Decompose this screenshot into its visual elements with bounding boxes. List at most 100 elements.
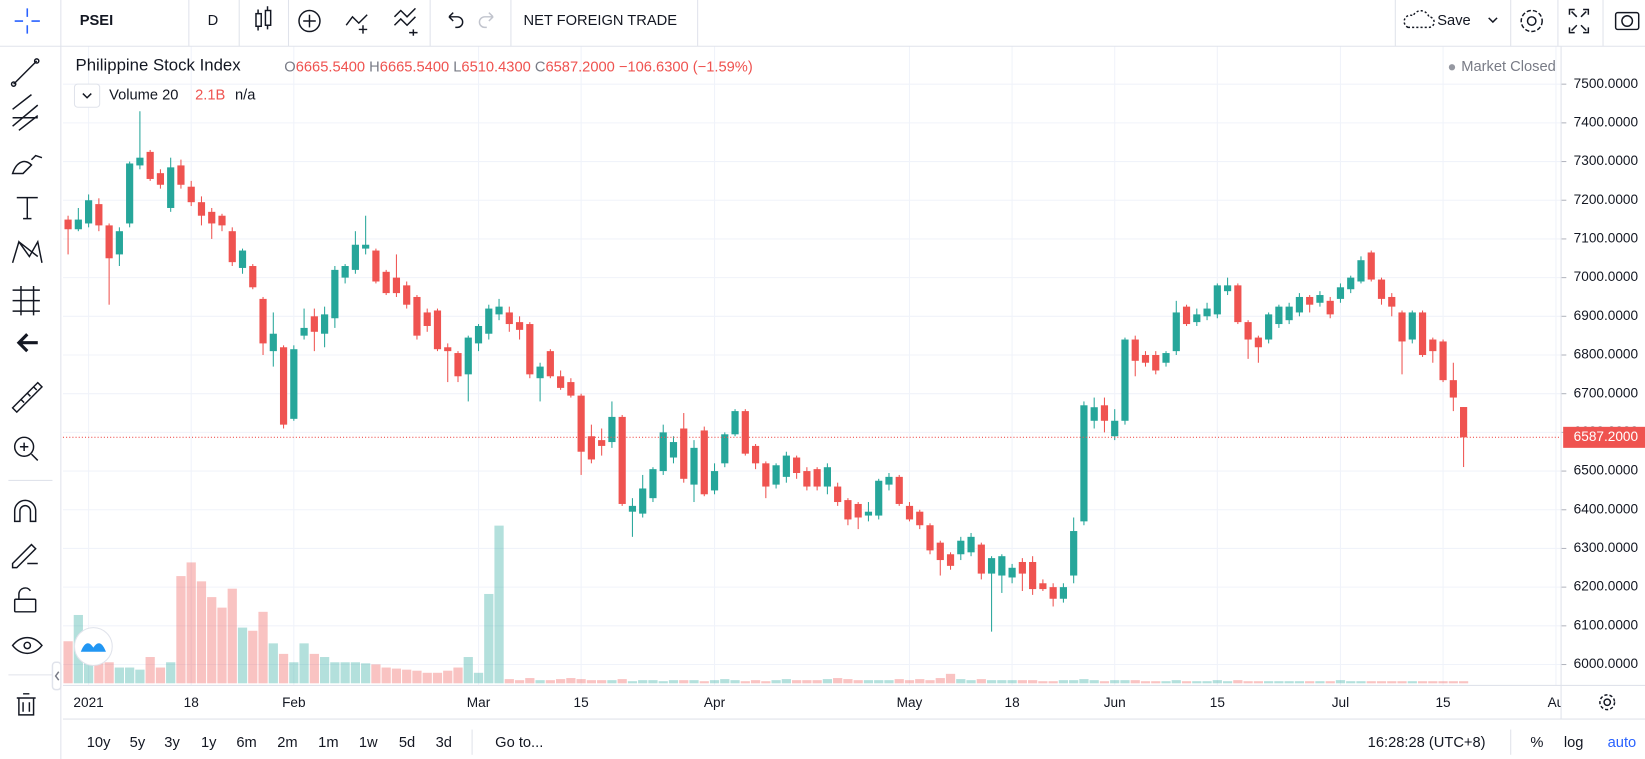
range-button[interactable]: 1y: [201, 735, 217, 751]
save-button[interactable]: Save: [1403, 10, 1498, 29]
volume-bar: [566, 678, 576, 684]
range-button[interactable]: 5y: [130, 735, 146, 751]
volume-bar: [217, 607, 227, 684]
candle-body: [300, 327, 308, 336]
range-button[interactable]: 6m: [236, 735, 256, 751]
candle-body: [1316, 295, 1324, 303]
range-button[interactable]: 3d: [436, 735, 452, 751]
candle-body: [1141, 355, 1150, 363]
volume-bar: [1458, 681, 1469, 684]
brush-tool[interactable]: [11, 154, 43, 175]
goto[interactable]: Go to...: [495, 735, 543, 751]
candle-body: [998, 556, 1006, 576]
volume-bar: [750, 680, 761, 684]
prediction-tool[interactable]: [12, 285, 40, 316]
volume-bar: [617, 679, 627, 684]
log-toggle[interactable]: log: [1564, 735, 1584, 751]
undo[interactable]: [448, 12, 464, 29]
candle-body: [577, 395, 585, 452]
candle-body: [474, 325, 483, 344]
templates-button[interactable]: [393, 7, 418, 36]
x-tick-label: 15: [574, 695, 590, 710]
range-button[interactable]: 3y: [164, 735, 180, 751]
chart-type-button[interactable]: [255, 6, 272, 31]
volume-bar: [874, 680, 884, 684]
volume-bar: [412, 670, 422, 684]
measure-tool[interactable]: [11, 381, 44, 414]
market-status: Market Closed: [1461, 59, 1556, 75]
add-indicator[interactable]: [298, 9, 321, 33]
volume-bar: [371, 664, 381, 684]
candle-body: [85, 200, 93, 224]
range-button[interactable]: 1m: [318, 735, 338, 751]
y-tick-label: 6100.0000: [1574, 617, 1639, 632]
volume-bar: [638, 680, 648, 684]
logo[interactable]: [73, 627, 113, 666]
range-button[interactable]: 10y: [87, 735, 111, 751]
candle-body: [208, 211, 216, 224]
screenshot[interactable]: [1614, 11, 1640, 31]
volume-bar: [443, 670, 453, 684]
range-button[interactable]: 5d: [399, 735, 415, 751]
fullscreen[interactable]: [1568, 8, 1590, 34]
text-tool[interactable]: [16, 196, 38, 220]
volume-toggle[interactable]: [73, 83, 101, 108]
volume-bar: [576, 679, 586, 684]
auto-toggle[interactable]: auto: [1608, 735, 1637, 751]
visibility-tool[interactable]: [11, 636, 43, 655]
candle-body: [146, 151, 154, 179]
y-tick-label: 6400.0000: [1574, 501, 1639, 516]
compare-button[interactable]: [345, 14, 368, 34]
volume-bar: [822, 679, 833, 684]
percent-toggle[interactable]: %: [1530, 735, 1543, 751]
delete-tool[interactable]: [16, 693, 36, 716]
trend-line-tool[interactable]: [10, 58, 40, 87]
volume-bar: [1305, 681, 1315, 684]
volume-bar: [1202, 681, 1212, 684]
zoom-tool[interactable]: [13, 436, 39, 461]
volume-bar: [381, 667, 391, 684]
left-toolbar: [8, 58, 62, 716]
volume-bar: [648, 680, 658, 684]
candle-body: [1080, 405, 1088, 522]
lock-tool[interactable]: [13, 587, 37, 613]
candle-body: [649, 469, 657, 499]
volume-bar: [319, 657, 330, 684]
candle-body: [1213, 285, 1221, 315]
volume-bar: [1315, 681, 1325, 684]
interval[interactable]: D: [208, 13, 219, 29]
candle-body: [1070, 531, 1078, 576]
x-tick-label: Apr: [704, 695, 726, 710]
symbol[interactable]: PSEI: [80, 13, 113, 29]
x-tick-label: 2021: [73, 695, 103, 710]
volume-bar: [597, 680, 607, 684]
crosshair-tool[interactable]: [14, 8, 40, 34]
axis-settings[interactable]: [1599, 694, 1616, 711]
y-tick-label: 6700.0000: [1574, 385, 1639, 400]
range-button[interactable]: 2m: [277, 735, 297, 751]
candle-body: [310, 316, 318, 332]
fib-tool[interactable]: [12, 94, 39, 131]
save-label[interactable]: Save: [1437, 13, 1470, 29]
volume-bar: [1294, 681, 1305, 684]
magnet-tool[interactable]: [13, 499, 37, 523]
volume-title: Volume 20: [109, 88, 178, 104]
pattern-tool[interactable]: [11, 239, 43, 264]
settings[interactable]: [1520, 9, 1543, 33]
status-dot: [1448, 64, 1456, 71]
collapse-toolbar[interactable]: [51, 661, 62, 691]
chart-title: Philippine Stock Index: [76, 56, 242, 75]
candle-body: [218, 215, 226, 226]
stay-drawing-tool[interactable]: [11, 543, 38, 569]
volume-bar: [309, 653, 319, 684]
volume-bar: [740, 681, 750, 684]
candle-body: [567, 382, 575, 396]
back-arrow[interactable]: [16, 333, 38, 353]
candle-body: [926, 525, 934, 551]
candle-body: [1429, 339, 1437, 352]
candle-body: [916, 511, 924, 526]
candle-body: [1162, 353, 1170, 363]
indicator-button[interactable]: NET FOREIGN TRADE: [524, 13, 678, 29]
volume-bar: [484, 593, 494, 684]
range-button[interactable]: 1w: [359, 735, 378, 751]
